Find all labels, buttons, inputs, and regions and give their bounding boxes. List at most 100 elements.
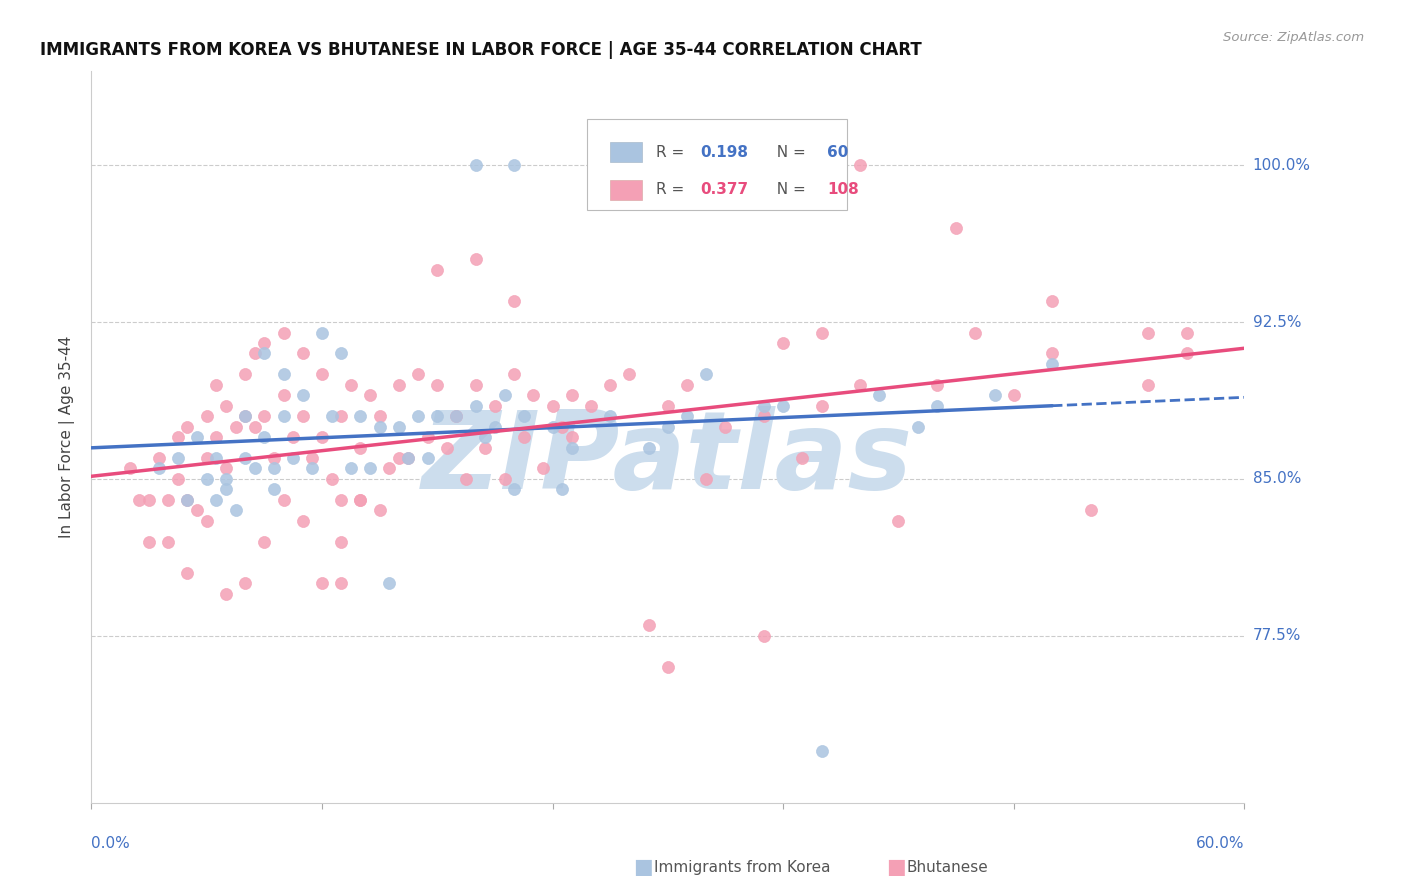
Point: [243, 346, 266, 360]
Point: [464, 399, 486, 413]
Point: [157, 534, 180, 549]
Point: [406, 409, 429, 424]
Point: [291, 514, 314, 528]
Point: [205, 450, 228, 465]
Point: [186, 503, 208, 517]
Point: [484, 399, 506, 413]
Text: 0.0%: 0.0%: [91, 836, 131, 851]
Point: [330, 492, 353, 507]
Point: [551, 483, 574, 497]
Point: [291, 409, 314, 424]
Point: [166, 450, 188, 465]
Point: [321, 409, 343, 424]
Point: [340, 461, 363, 475]
Point: [464, 158, 486, 172]
Point: [215, 399, 238, 413]
Point: [810, 326, 832, 340]
Point: [752, 409, 775, 424]
Point: [273, 388, 295, 402]
Text: 108: 108: [827, 182, 859, 197]
Point: [215, 483, 238, 497]
Point: [330, 576, 353, 591]
Text: 0.198: 0.198: [700, 145, 748, 160]
Point: [925, 399, 948, 413]
Point: [513, 409, 536, 424]
Point: [1137, 377, 1160, 392]
Point: [406, 368, 429, 382]
Point: [599, 409, 621, 424]
Point: [541, 419, 564, 434]
Point: [243, 461, 266, 475]
Point: [1002, 388, 1025, 402]
Point: [176, 419, 198, 434]
Point: [233, 576, 256, 591]
Text: 0.377: 0.377: [700, 182, 748, 197]
Text: 60.0%: 60.0%: [1197, 836, 1244, 851]
Point: [311, 430, 333, 444]
Point: [551, 419, 574, 434]
Point: [772, 399, 794, 413]
Point: [118, 461, 141, 475]
Point: [579, 399, 602, 413]
Point: [474, 430, 496, 444]
Text: 85.0%: 85.0%: [1253, 471, 1301, 486]
Point: [311, 326, 333, 340]
Point: [446, 409, 468, 424]
Point: [494, 472, 516, 486]
Point: [186, 430, 208, 444]
Point: [138, 534, 160, 549]
Point: [215, 472, 238, 486]
Point: [176, 492, 198, 507]
Text: 60: 60: [827, 145, 848, 160]
Point: [176, 566, 198, 580]
Point: [138, 492, 160, 507]
Text: IMMIGRANTS FROM KOREA VS BHUTANESE IN LABOR FORCE | AGE 35-44 CORRELATION CHART: IMMIGRANTS FROM KOREA VS BHUTANESE IN LA…: [39, 41, 921, 59]
Point: [752, 399, 775, 413]
Point: [195, 450, 218, 465]
Point: [225, 503, 247, 517]
Point: [464, 252, 486, 267]
Text: ZIPatlas: ZIPatlas: [422, 406, 914, 512]
Point: [1080, 503, 1102, 517]
Point: [301, 450, 323, 465]
Text: N =: N =: [768, 145, 811, 160]
Point: [494, 388, 516, 402]
Text: 92.5%: 92.5%: [1253, 315, 1301, 330]
Point: [359, 461, 381, 475]
Point: [128, 492, 150, 507]
Point: [273, 326, 295, 340]
Point: [273, 409, 295, 424]
Point: [868, 388, 890, 402]
Point: [205, 430, 228, 444]
Point: [772, 336, 794, 351]
Point: [148, 450, 170, 465]
Point: [531, 461, 554, 475]
Point: [464, 377, 486, 392]
Point: [561, 388, 583, 402]
Point: [810, 743, 832, 757]
Point: [368, 503, 391, 517]
Point: [321, 472, 343, 486]
Point: [695, 368, 717, 382]
FancyBboxPatch shape: [610, 179, 643, 200]
Point: [1137, 326, 1160, 340]
Point: [637, 618, 659, 632]
Point: [503, 158, 526, 172]
Point: [907, 419, 929, 434]
Point: [676, 409, 699, 424]
Text: R =: R =: [657, 182, 689, 197]
Point: [810, 399, 832, 413]
Point: [983, 388, 1005, 402]
Point: [619, 368, 641, 382]
Point: [311, 576, 333, 591]
Point: [1175, 346, 1198, 360]
Point: [446, 409, 468, 424]
Point: [657, 419, 679, 434]
Point: [291, 388, 314, 402]
Point: [1175, 326, 1198, 340]
Point: [503, 368, 526, 382]
Point: [637, 441, 659, 455]
Point: [416, 450, 439, 465]
Point: [166, 472, 188, 486]
Point: [849, 158, 872, 172]
